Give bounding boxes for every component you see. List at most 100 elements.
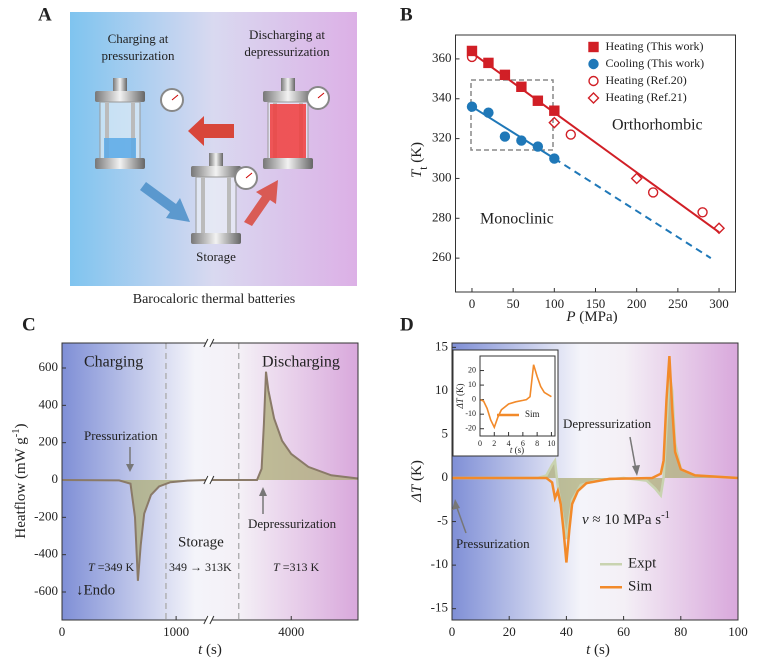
x-tick-label: 0: [449, 624, 456, 639]
y-tick-label: 400: [39, 396, 59, 411]
y-tick-label: 15: [435, 338, 448, 353]
x-tick-label: 80: [674, 624, 687, 639]
legend-marker: [588, 58, 599, 70]
text-part: P: [565, 309, 575, 325]
axis-break: [203, 475, 209, 485]
axis-break-gap: [205, 616, 212, 624]
legend-label: Heating (This work): [606, 39, 704, 53]
legend-label: Heating (Ref.21): [606, 90, 687, 104]
x-tick-label: 200: [627, 296, 647, 311]
text-part: t: [586, 642, 591, 658]
label: Discharging at: [249, 27, 325, 42]
text-part: (K): [409, 142, 425, 167]
region-label: Orthorhombic: [612, 117, 703, 134]
arrowhead: [632, 465, 640, 476]
annotation: Pressurization: [84, 428, 158, 443]
point: [549, 105, 560, 116]
axis-break: [203, 615, 209, 625]
x-tick-label: 2: [492, 439, 496, 448]
y-tick-label: 280: [432, 209, 452, 224]
y-tick-label: 320: [432, 130, 452, 145]
point: [466, 45, 478, 57]
arrowhead: [126, 464, 134, 472]
point: [499, 131, 511, 142]
y-tick-label: 0: [472, 394, 476, 403]
annotation: Charging: [84, 354, 143, 371]
text-part: (K): [455, 383, 465, 398]
x-tick-label: 0: [59, 624, 66, 639]
panel-label: D: [400, 314, 414, 335]
legend-label: Cooling (This work): [606, 56, 705, 70]
annotation: T =313 K: [273, 560, 319, 574]
x-tick-label: 10: [547, 439, 555, 448]
annotation: Depressurization: [248, 516, 337, 531]
y-axis-label: Heatflow (mW g-1): [11, 423, 30, 538]
x-tick-label: 4000: [278, 624, 304, 639]
line: [452, 356, 739, 563]
annotation: ν ≈ 10 MPa s-1: [582, 510, 670, 529]
y-tick-label: 10: [435, 382, 448, 397]
text-part: Heatflow (mW g: [13, 437, 29, 539]
point: [697, 207, 708, 218]
plot-frame: [451, 342, 739, 621]
y-tick-label: -400: [34, 546, 58, 561]
legend-marker: [588, 41, 599, 53]
text-part: (MPa): [576, 309, 618, 325]
point: [516, 81, 527, 92]
y-tick-label: -600: [34, 583, 58, 598]
panel-a: A Charging at pressurization Discharging…: [38, 4, 357, 307]
x-tick-label: 100: [728, 624, 748, 639]
annotation: Depressurization: [563, 416, 652, 431]
point: [532, 141, 544, 152]
point: [565, 129, 576, 140]
x-tick-label: 1000: [163, 624, 189, 639]
x-axis-label: t (s): [198, 642, 222, 658]
text-part: (K): [409, 460, 425, 485]
text-part: T: [409, 168, 425, 178]
arrow: [140, 182, 190, 222]
legend-label: Expt: [628, 556, 657, 572]
point: [516, 135, 527, 146]
y-tick-label: -10: [465, 409, 476, 418]
y-tick-label: 10: [468, 380, 476, 389]
panel-label: C: [22, 314, 36, 335]
gauge: [160, 88, 184, 112]
storage-cylinder: [190, 152, 242, 245]
x-tick-label: 0: [478, 439, 482, 448]
text-part: -1: [11, 428, 22, 437]
panel-label: A: [38, 4, 52, 25]
text-part: t: [510, 445, 513, 455]
area: [62, 480, 207, 581]
x-tick-label: 4: [507, 439, 511, 448]
gauge: [306, 86, 330, 110]
axis-break: [209, 615, 215, 625]
x-tick-label: 300: [709, 296, 729, 311]
y-tick-label: 300: [432, 169, 452, 184]
plot-frame: [455, 34, 736, 293]
point: [466, 101, 478, 112]
point: [466, 51, 478, 63]
arrowhead: [259, 487, 267, 496]
text-part: ν: [582, 512, 589, 528]
y-tick-label: -10: [431, 556, 448, 571]
point: [549, 153, 560, 164]
axis-break: [209, 338, 215, 348]
axis-break-gap: [205, 339, 212, 347]
x-axis-label: t (s): [586, 642, 610, 658]
x-axis-label: P (MPa): [565, 309, 617, 325]
cold-liquid: [104, 138, 136, 158]
annotation: 349 → 313K: [169, 560, 232, 574]
x-tick-label: 8: [535, 439, 539, 448]
point: [483, 107, 494, 118]
x-tick-label: 40: [560, 624, 573, 639]
annotation: Discharging: [262, 354, 340, 371]
y-tick-label: 600: [39, 359, 59, 374]
label: pressurization: [102, 48, 175, 63]
label: depressurization: [244, 44, 330, 59]
text-part: =313 K: [280, 560, 320, 574]
text-part: (s): [590, 642, 610, 658]
y-axis-label: Tt (K): [409, 142, 429, 178]
y-tick-label: 360: [432, 50, 452, 65]
x-tick-label: 150: [586, 296, 606, 311]
point: [483, 57, 494, 69]
